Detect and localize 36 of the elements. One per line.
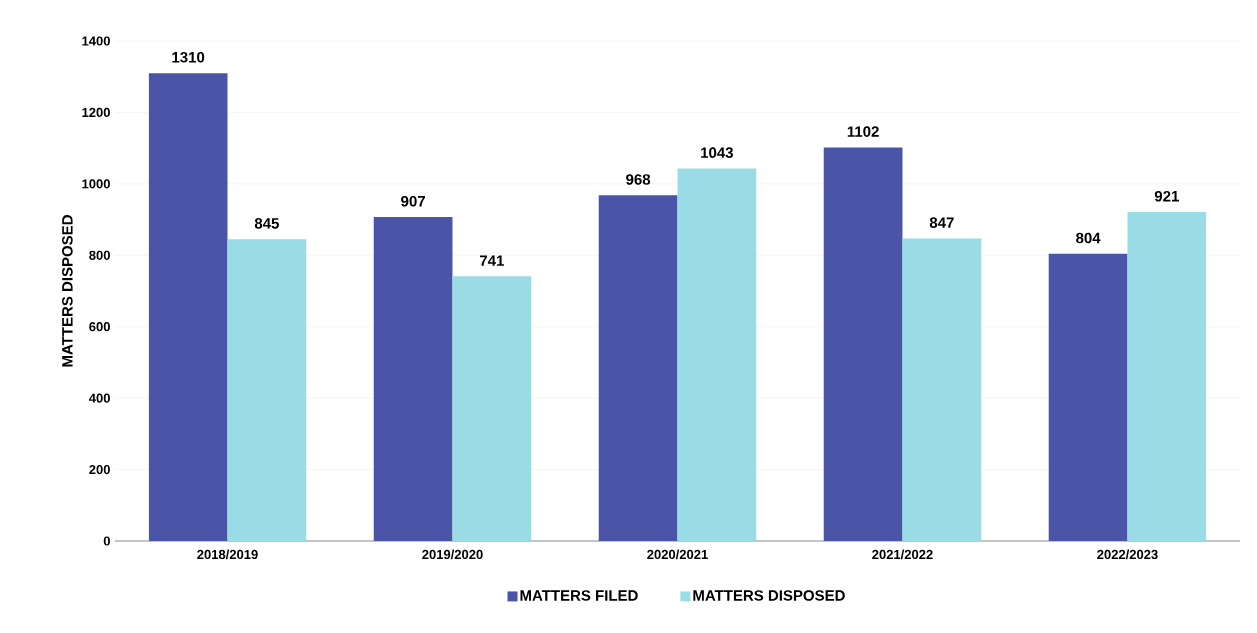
bar: [148, 73, 228, 541]
data-label: 968: [626, 174, 651, 185]
legend-label: MATTERS FILED: [520, 590, 638, 601]
y-tick-label: 200: [89, 464, 110, 475]
bar: [373, 217, 453, 541]
y-tick-label: 600: [89, 322, 110, 332]
y-tick-label: 400: [88, 393, 110, 403]
bar: [902, 238, 982, 541]
x-tick-label: 2021/2022: [872, 549, 933, 560]
y-tick-label: 0: [103, 536, 110, 546]
bar: [1048, 253, 1128, 541]
x-tick-label: 2019/2020: [422, 549, 483, 560]
bar: [227, 239, 307, 541]
y-tick-label: 1200: [82, 107, 110, 118]
y-tick-label: 800: [89, 250, 110, 260]
x-tick-label: 2020/2021: [647, 549, 708, 560]
data-label: 804: [1076, 232, 1101, 244]
bar: [452, 276, 532, 541]
data-label: 907: [401, 195, 425, 207]
bar: [823, 147, 903, 541]
bar: [677, 168, 757, 541]
data-label: 741: [480, 255, 504, 266]
y-axis-title: MATTERS DISPOSED: [62, 215, 73, 367]
y-tick-label: 1000: [82, 179, 110, 189]
x-tick-label: 2022/2023: [1097, 549, 1158, 560]
data-label: 1102: [847, 126, 879, 137]
bar: [598, 195, 678, 541]
legend-label: MATTERS DISPOSED: [693, 590, 845, 601]
data-label: 1043: [701, 147, 733, 158]
data-label: 921: [1154, 190, 1179, 202]
data-label: 845: [254, 218, 279, 229]
y-tick-label: 1400: [82, 36, 110, 46]
bar: [1127, 212, 1207, 541]
x-tick-label: 2018/2019: [197, 549, 258, 560]
data-label: 1310: [172, 51, 205, 63]
data-label: 847: [929, 217, 954, 228]
